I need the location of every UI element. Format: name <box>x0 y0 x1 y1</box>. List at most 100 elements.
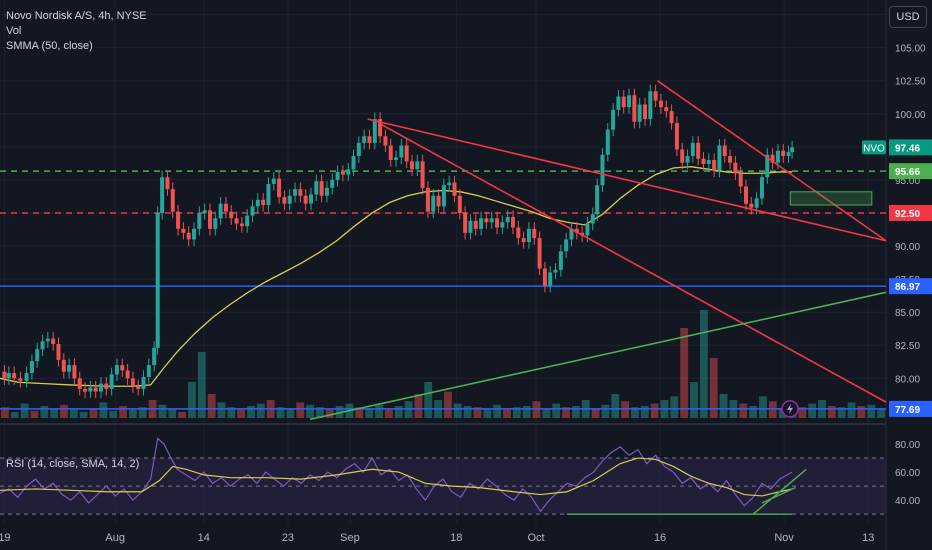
volume-bar <box>306 404 315 418</box>
candle-body <box>463 212 468 233</box>
price-axis[interactable]: 107.50105.00102.50100.0097.5095.0092.509… <box>895 11 926 508</box>
candle-body <box>335 171 340 180</box>
candle-body <box>83 388 88 392</box>
candle-body <box>160 177 165 213</box>
volume-bar <box>79 412 88 418</box>
candle-body <box>56 343 61 360</box>
candle-body <box>165 177 170 190</box>
candle-body <box>574 228 579 233</box>
volume-bar <box>197 352 206 418</box>
candle-body <box>245 215 250 227</box>
volume-bar <box>394 406 403 418</box>
volume-bar <box>650 403 659 418</box>
candle-body <box>680 149 685 163</box>
candle-body <box>303 195 308 204</box>
candle-body <box>553 269 558 273</box>
volume-bar <box>20 403 29 418</box>
volume-bar <box>444 391 452 418</box>
candle-body <box>500 222 505 228</box>
time-tick-label: 23 <box>282 532 294 544</box>
volume-bar <box>473 407 482 418</box>
candle-body <box>495 218 500 228</box>
candle-body <box>340 171 345 175</box>
candle-body <box>330 179 335 188</box>
volume-bar <box>680 328 689 418</box>
volume-bar <box>40 406 49 418</box>
zone-box[interactable] <box>789 191 873 206</box>
candle-body <box>277 178 282 198</box>
rsi-tick-label: 80.00 <box>895 440 920 451</box>
price-tick-label: 82.50 <box>895 341 920 352</box>
candle-body <box>441 185 446 207</box>
trendlines[interactable] <box>309 80 887 421</box>
candle-body <box>61 359 66 372</box>
volume-bar <box>552 403 561 418</box>
candle-body <box>749 203 754 208</box>
candle-body <box>733 162 738 174</box>
volume-bar <box>158 404 167 418</box>
candle-body <box>706 160 711 165</box>
currency-button[interactable]: USD <box>889 6 927 28</box>
volume-bar <box>503 409 511 418</box>
candle-body <box>141 376 146 389</box>
candle-body <box>457 195 462 213</box>
candle-body <box>548 272 553 286</box>
candle-body <box>223 203 228 212</box>
candle-body <box>362 136 367 143</box>
candle-body <box>40 341 45 350</box>
horizontal-levels <box>0 170 886 410</box>
volume-bar <box>237 409 246 418</box>
time-tick-label: 19 <box>0 532 11 544</box>
candle-body <box>510 216 515 228</box>
lightning-icon <box>787 403 793 414</box>
time-tick-label: 16 <box>654 532 666 544</box>
candle-body <box>192 228 197 240</box>
volume-bar <box>542 408 551 418</box>
volume-bar <box>384 409 393 418</box>
volume-bar <box>719 394 728 418</box>
volume-bar <box>453 403 462 418</box>
rsi-sma-line <box>0 457 793 497</box>
volume-bar <box>611 394 620 418</box>
time-tick-label: Oct <box>527 532 544 544</box>
candle-body <box>790 147 795 153</box>
candle-body <box>367 136 372 143</box>
time-axis[interactable]: 19 Aug 14 23 Sep 18 Oct 16 Nov 13 <box>0 532 874 544</box>
candle-body <box>489 218 494 223</box>
volume-bar <box>739 403 748 418</box>
price-tick-label: 100.00 <box>895 110 926 121</box>
volume-bar <box>1 407 9 418</box>
candle-body <box>754 198 759 208</box>
price-tick-label: 105.00 <box>895 44 926 55</box>
candle-body <box>383 136 388 146</box>
symbol-tag-bg <box>862 140 886 155</box>
candle-body <box>136 386 141 389</box>
candle-body <box>197 212 202 229</box>
volume-bar <box>316 407 324 418</box>
volume-bar <box>601 404 610 418</box>
volume-bar <box>217 402 226 418</box>
candle-body <box>765 154 770 178</box>
candle-body <box>585 223 590 236</box>
alert-icon[interactable] <box>781 400 799 418</box>
candle-body <box>261 199 266 206</box>
candle-body <box>114 365 119 375</box>
candle-body <box>104 383 109 389</box>
candle-body <box>67 365 72 372</box>
rsi-legend: RSI (14, close, SMA, 14, 2) <box>6 458 140 470</box>
price-label: 97.46 <box>895 143 920 154</box>
candle-body <box>229 211 234 219</box>
candle-body <box>452 182 457 196</box>
zone-rect <box>789 191 873 206</box>
candle-body <box>404 145 409 162</box>
candle-body <box>176 211 181 229</box>
candle-body <box>394 157 399 161</box>
volume-bar <box>375 404 383 418</box>
candle-body <box>664 107 669 112</box>
candle-body <box>218 203 223 219</box>
candle-body <box>669 111 674 124</box>
price-label: 92.50 <box>895 209 920 220</box>
candle-body <box>255 199 260 207</box>
candle-body <box>372 119 377 143</box>
